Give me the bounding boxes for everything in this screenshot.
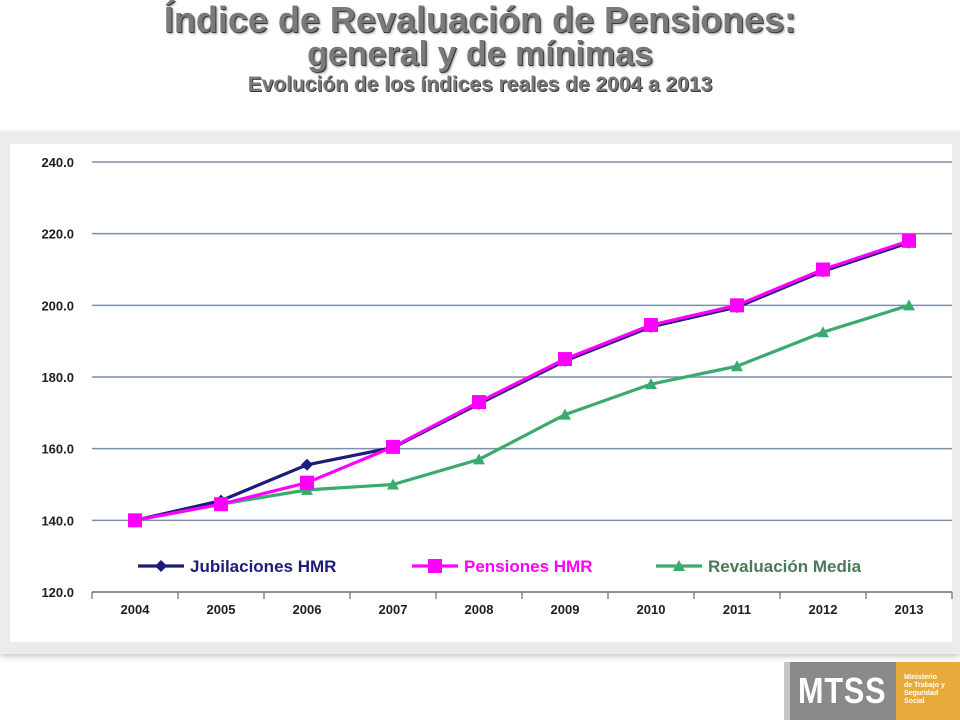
data-point-triangle (473, 453, 485, 465)
x-tick-label: 2007 (379, 602, 408, 617)
data-point-square (730, 298, 744, 313)
logo-block: MTSS (784, 662, 896, 720)
legend-label: Pensiones HMR (464, 557, 592, 576)
legend-marker (673, 560, 685, 571)
y-tick-label: 220.0 (41, 227, 74, 242)
y-tick-label: 160.0 (41, 442, 74, 457)
x-tick-label: 2008 (465, 602, 494, 617)
chart-title-line1: Índice de Revaluación de Pensiones: (163, 0, 797, 40)
data-point-square (128, 513, 142, 528)
data-point-square (472, 395, 486, 410)
x-tick-label: 2006 (293, 602, 322, 617)
x-tick-label: 2013 (895, 602, 924, 617)
chart-frame: 240.0 220.0 200.0 180.0 160.0 140.0 120.0 2004… (0, 132, 960, 654)
data-point-square (386, 439, 400, 454)
y-tick-label: 240.0 (41, 155, 74, 170)
mtss-logo: MTSS Ministerio de Trabajo y Seguridad S… (784, 662, 960, 720)
data-point-square (902, 233, 916, 248)
data-point-square (214, 497, 228, 512)
data-point-square (644, 318, 658, 333)
title-block: Índice de Revaluación de Pensiones: gene… (0, 2, 960, 98)
chart-subtitle: Evolución de los índices reales de 2004 … (247, 73, 713, 96)
x-tick-label: 2004 (121, 602, 151, 617)
data-point-triangle (817, 326, 829, 338)
data-point-triangle (559, 408, 571, 420)
logo-subtext-line: Ministerio (904, 674, 938, 681)
legend-box (98, 550, 924, 582)
x-tick-label: 2010 (637, 602, 666, 617)
legend-label: Jubilaciones HMR (190, 557, 336, 576)
logo-subtext-line: Seguridad (904, 690, 939, 697)
x-tick-label: 2011 (723, 602, 751, 617)
series-line-triangle (134, 303, 910, 522)
series-line-square (134, 239, 910, 522)
logo-text: MTSS (798, 670, 887, 711)
legend-marker (428, 559, 442, 573)
data-point-square (300, 475, 314, 490)
logo-subtext: Ministerio de Trabajo y Seguridad Social (904, 674, 958, 706)
legend-marker (155, 560, 167, 572)
chart-title-line2: general y de mínimas (307, 35, 653, 73)
data-point-diamond (301, 458, 313, 471)
data-point-square (558, 352, 572, 367)
line-chart: 240.0 220.0 200.0 180.0 160.0 140.0 120.0 2004… (10, 144, 953, 642)
y-tick-label: 180.0 (41, 370, 74, 385)
logo-subtext-line: Social (904, 698, 925, 705)
y-tick-label: 120.0 (41, 585, 74, 600)
x-tick-label: 2009 (551, 602, 580, 617)
legend-label: Revaluación Media (708, 557, 862, 576)
y-tick-label: 200.0 (41, 298, 74, 313)
series-line-diamond (134, 241, 910, 522)
data-point-triangle (731, 360, 743, 372)
data-point-triangle (903, 299, 915, 311)
data-point-square (816, 262, 830, 277)
x-tick-label: 2012 (809, 602, 838, 617)
x-tick-label: 2005 (207, 602, 236, 617)
logo-subtext-block: Ministerio de Trabajo y Seguridad Social (896, 662, 960, 720)
data-point-triangle (645, 378, 657, 390)
data-point-triangle (387, 478, 399, 490)
y-tick-label: 140.0 (41, 513, 74, 528)
logo-subtext-line: de Trabajo y (904, 682, 945, 689)
